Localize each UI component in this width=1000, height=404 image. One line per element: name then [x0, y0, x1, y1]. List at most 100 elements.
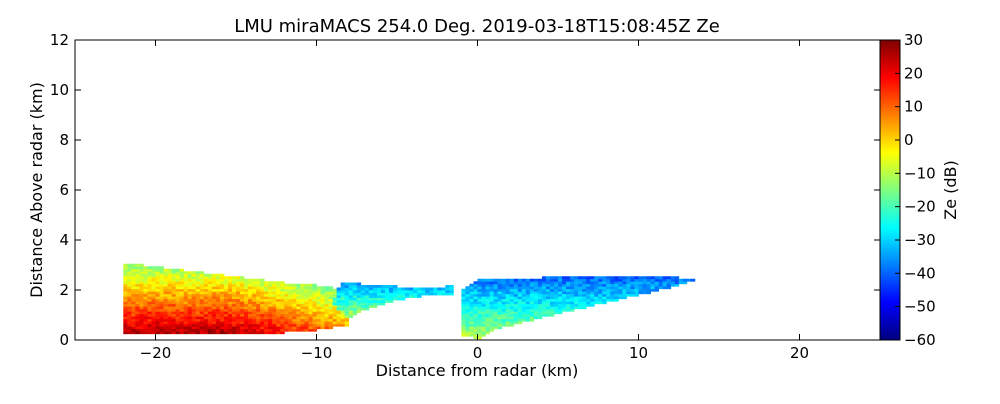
- echo-cell: [207, 323, 213, 327]
- echo-cell: [195, 308, 201, 312]
- echo-cell: [231, 313, 237, 317]
- echo-cell: [513, 278, 519, 282]
- echo-cell: [276, 311, 281, 315]
- echo-cell: [147, 288, 152, 292]
- echo-cell: [203, 321, 209, 325]
- echo-cell: [244, 306, 249, 310]
- echo-cell: [469, 283, 474, 287]
- echo-cell: [505, 281, 511, 285]
- echo-cell: [304, 286, 309, 290]
- echo-cell: [473, 303, 478, 307]
- echo-cell: [260, 298, 265, 302]
- echo-cell: [248, 323, 253, 327]
- echo-cell: [610, 298, 615, 302]
- echo-cell: [183, 328, 189, 332]
- echo-cell: [449, 290, 454, 293]
- echo-cell: [521, 301, 527, 305]
- echo-cell: [163, 308, 168, 312]
- echo-cell: [191, 278, 197, 282]
- echo-cell: [356, 285, 362, 288]
- echo-cell: [324, 316, 329, 320]
- echo-cell: [227, 291, 233, 295]
- echo-cell: [356, 295, 362, 298]
- echo-cell: [240, 293, 245, 297]
- echo-cell: [384, 300, 390, 303]
- echo-cell: [352, 287, 358, 291]
- echo-cell: [312, 303, 317, 307]
- echo-cell: [497, 293, 503, 297]
- echo-cell: [316, 293, 321, 297]
- echo-cell: [276, 301, 281, 305]
- echo-cell: [127, 298, 132, 302]
- echo-cell: [231, 278, 237, 282]
- echo-cell: [328, 286, 333, 290]
- echo-cell: [191, 318, 197, 322]
- echo-cell: [356, 287, 362, 291]
- echo-cell: [127, 283, 132, 287]
- echo-cell: [316, 301, 321, 305]
- echo-cell: [614, 281, 619, 285]
- echo-cell: [316, 288, 321, 292]
- echo-cell: [582, 278, 587, 282]
- echo-cell: [421, 292, 426, 296]
- echo-cell: [231, 281, 237, 285]
- echo-cell: [445, 292, 450, 296]
- echo-cell: [199, 323, 205, 327]
- echo-cell: [558, 278, 563, 282]
- echo-cell: [143, 308, 148, 312]
- echo-cell: [360, 307, 366, 311]
- echo-cell: [473, 328, 478, 332]
- echo-cell: [606, 278, 611, 282]
- echo-cell: [131, 286, 136, 290]
- echo-cell: [549, 288, 555, 292]
- echo-cell: [300, 283, 305, 287]
- echo-cell: [401, 297, 406, 301]
- echo-cell: [159, 268, 164, 272]
- echo-cell: [497, 313, 503, 317]
- echo-cell: [143, 296, 148, 300]
- echo-cell: [171, 276, 177, 280]
- echo-cell: [566, 306, 571, 310]
- echo-cell: [469, 308, 474, 312]
- echo-cell: [344, 292, 350, 296]
- echo-cell: [252, 308, 257, 312]
- echo-cell: [163, 291, 168, 295]
- echo-cell: [489, 313, 494, 317]
- colorbar-tick-label: 10: [904, 98, 923, 116]
- echo-cell: [199, 306, 205, 310]
- echo-cell: [223, 301, 229, 305]
- echo-cell: [360, 285, 366, 288]
- echo-cell: [163, 283, 168, 287]
- echo-cell: [147, 318, 152, 322]
- echo-cell: [288, 306, 293, 310]
- echo-cell: [215, 293, 221, 297]
- echo-cell: [155, 323, 160, 327]
- echo-cell: [320, 321, 325, 325]
- echo-cell: [252, 288, 257, 292]
- echo-cell: [264, 288, 269, 292]
- echo-cell: [143, 293, 148, 297]
- echo-cell: [199, 313, 205, 317]
- echo-cell: [135, 291, 140, 295]
- echo-cell: [308, 296, 313, 300]
- echo-cell: [131, 283, 136, 287]
- echo-cell: [127, 306, 132, 310]
- echo-cell: [292, 316, 297, 320]
- echo-cell: [219, 318, 225, 322]
- echo-cell: [328, 303, 333, 307]
- echo-cell: [171, 316, 177, 320]
- echo-cell: [155, 286, 160, 290]
- echo-cell: [320, 326, 325, 330]
- echo-cell: [513, 301, 519, 305]
- echo-cell: [159, 278, 164, 282]
- echo-cell: [477, 303, 482, 307]
- echo-cell: [288, 313, 293, 317]
- echo-cell: [469, 333, 474, 337]
- echo-cell: [151, 301, 156, 305]
- echo-cell: [195, 321, 201, 325]
- echo-cell: [533, 293, 539, 297]
- echo-cell: [159, 328, 164, 332]
- echo-cell: [562, 291, 567, 295]
- echo-cell: [256, 291, 261, 295]
- echo-cell: [171, 306, 177, 310]
